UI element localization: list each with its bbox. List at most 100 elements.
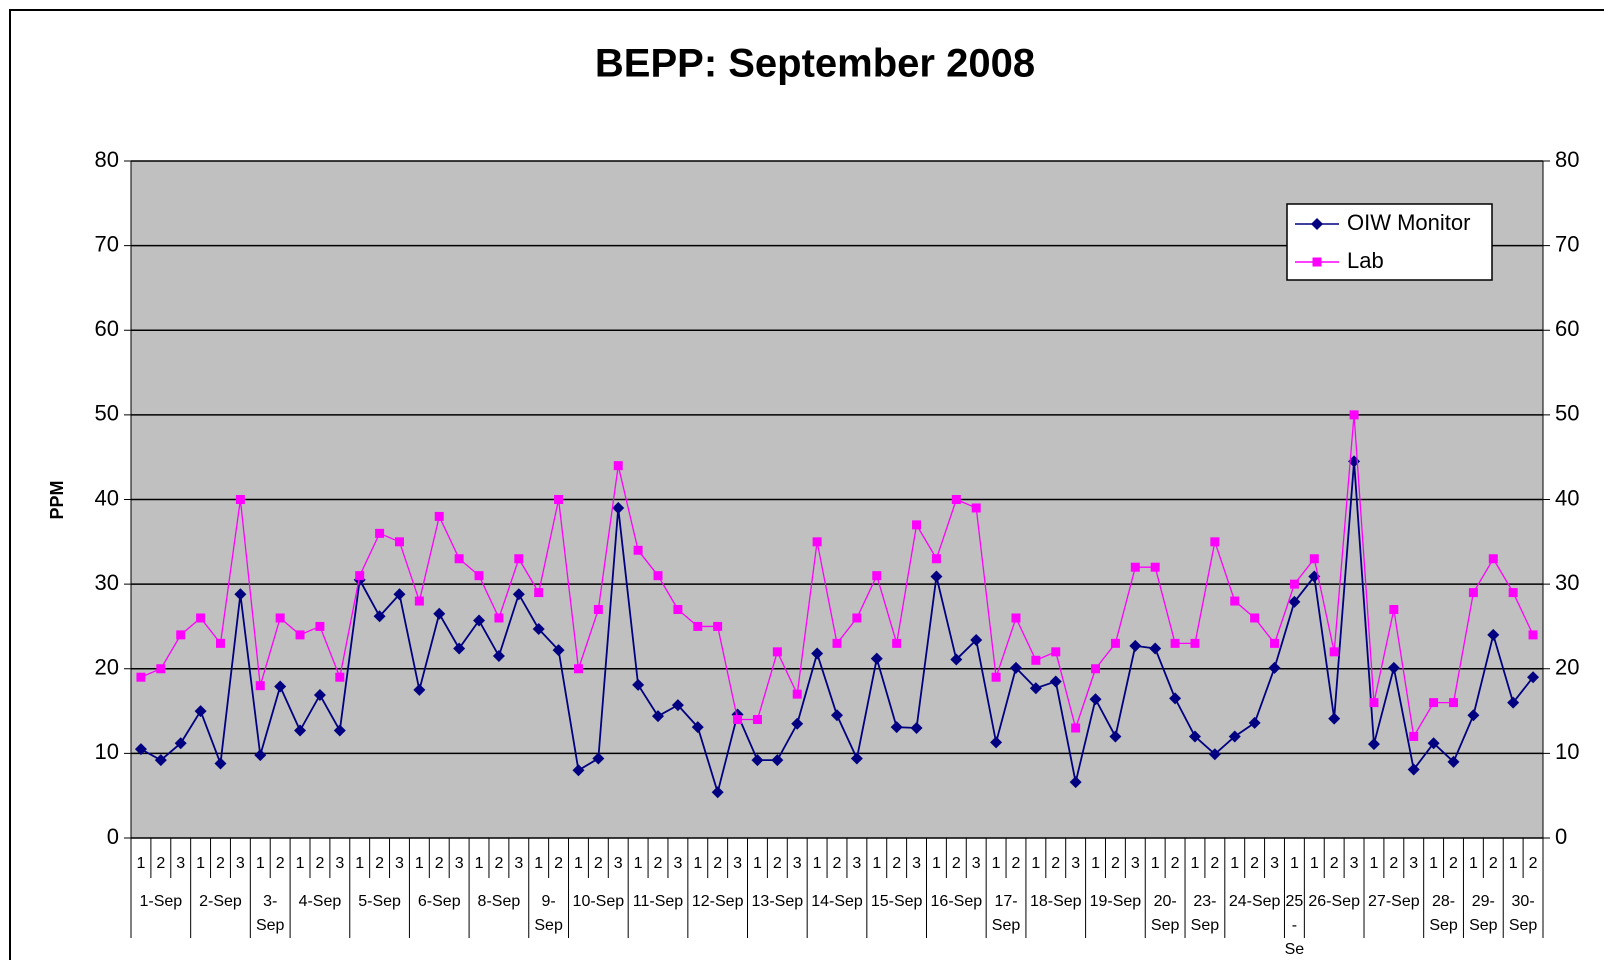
group-label: 5-Sep <box>358 893 401 910</box>
point <box>1289 579 1299 589</box>
y-tick-label: 30 <box>95 570 119 595</box>
point <box>890 721 903 734</box>
point <box>1109 730 1122 743</box>
point <box>991 672 1001 682</box>
point <box>1031 655 1041 665</box>
chart-title: BEPP: September 2008 <box>595 42 1035 86</box>
point <box>1468 588 1478 598</box>
x-tick-label: 3 <box>912 855 921 872</box>
x-tick-label: 2 <box>375 855 384 872</box>
point <box>333 724 346 737</box>
legend-label: Lab <box>1347 248 1384 273</box>
x-tick-label: 2 <box>773 855 782 872</box>
x-tick-label: 1 <box>355 855 364 872</box>
y-tick-label: 10 <box>95 739 119 764</box>
x-tick-label: 1 <box>256 855 265 872</box>
x-tick-label: 1 <box>475 855 484 872</box>
x-tick-label: 3 <box>852 855 861 872</box>
y2-tick-label: 50 <box>1555 401 1579 426</box>
point <box>1407 763 1420 776</box>
x-tick-label: 3 <box>335 855 344 872</box>
point <box>573 664 583 674</box>
point <box>1447 755 1460 768</box>
x-tick-label: 2 <box>315 855 324 872</box>
legend-label: OIW Monitor <box>1347 210 1470 235</box>
x-tick-label: 1 <box>932 855 941 872</box>
point <box>1389 605 1399 615</box>
point <box>1248 716 1261 729</box>
point <box>1369 698 1379 708</box>
y-tick-label: 20 <box>95 655 119 680</box>
group-label: 10-Sep <box>572 893 625 910</box>
point <box>931 554 941 564</box>
point <box>751 754 764 767</box>
group-label: 18-Sep <box>1029 893 1082 910</box>
point <box>194 705 207 718</box>
point <box>1288 595 1301 608</box>
point <box>1029 682 1042 695</box>
x-tick-label: 3 <box>1409 855 1418 872</box>
group-label: 17-Sep <box>991 893 1021 934</box>
point <box>494 613 504 623</box>
x-tick-label: 3 <box>673 855 682 872</box>
x-tick-label: 3 <box>1071 855 1080 872</box>
x-tick-label: 1 <box>693 855 702 872</box>
group-label: 3-Sep <box>255 893 285 934</box>
x-tick-label: 1 <box>1290 855 1299 872</box>
point <box>930 570 943 583</box>
x-tick-label: 2 <box>216 855 225 872</box>
x-tick-label: 1 <box>1310 855 1319 872</box>
point <box>850 752 863 765</box>
x-tick-label: 3 <box>176 855 185 872</box>
point <box>473 614 486 627</box>
point <box>1329 647 1339 657</box>
group-label: 4-Sep <box>298 893 342 910</box>
point <box>1268 661 1281 674</box>
point <box>454 554 464 564</box>
point <box>711 786 724 799</box>
point <box>294 724 307 737</box>
x-tick-label: 3 <box>395 855 404 872</box>
point <box>752 715 762 725</box>
point <box>514 554 524 564</box>
point <box>1188 730 1201 743</box>
point <box>1049 675 1062 688</box>
group-label: 27-Sep <box>1368 893 1420 910</box>
legend-marker <box>1311 218 1323 230</box>
point <box>771 754 784 767</box>
x-tick-label: 3 <box>793 855 802 872</box>
x-tick-label: 3 <box>236 855 245 872</box>
point <box>653 571 663 581</box>
point <box>613 461 623 471</box>
point <box>414 596 424 606</box>
point <box>1129 639 1142 652</box>
point <box>1507 696 1520 709</box>
x-tick-label: 1 <box>196 855 205 872</box>
x-tick-label: 1 <box>992 855 1001 872</box>
group-label: 26-Sep <box>1308 893 1360 910</box>
point <box>693 621 703 631</box>
point <box>434 511 444 521</box>
point <box>812 537 822 547</box>
point <box>136 672 146 682</box>
point <box>572 764 585 777</box>
point <box>453 642 466 655</box>
point <box>970 633 983 646</box>
group-label: 24-Sep <box>1228 893 1281 910</box>
x-tick-label: 1 <box>574 855 583 872</box>
x-tick-label: 2 <box>713 855 722 872</box>
y2-tick-label: 0 <box>1555 824 1567 849</box>
point <box>1228 730 1241 743</box>
point <box>1169 692 1182 705</box>
point <box>355 571 365 581</box>
point <box>593 605 603 615</box>
point <box>1528 630 1538 640</box>
x-tick-label: 2 <box>594 855 603 872</box>
point <box>1429 698 1439 708</box>
group-label: 1-Sep <box>139 893 183 910</box>
point <box>214 757 227 770</box>
point <box>1527 671 1540 684</box>
point <box>512 588 525 601</box>
point <box>1170 638 1180 648</box>
point <box>713 621 723 631</box>
